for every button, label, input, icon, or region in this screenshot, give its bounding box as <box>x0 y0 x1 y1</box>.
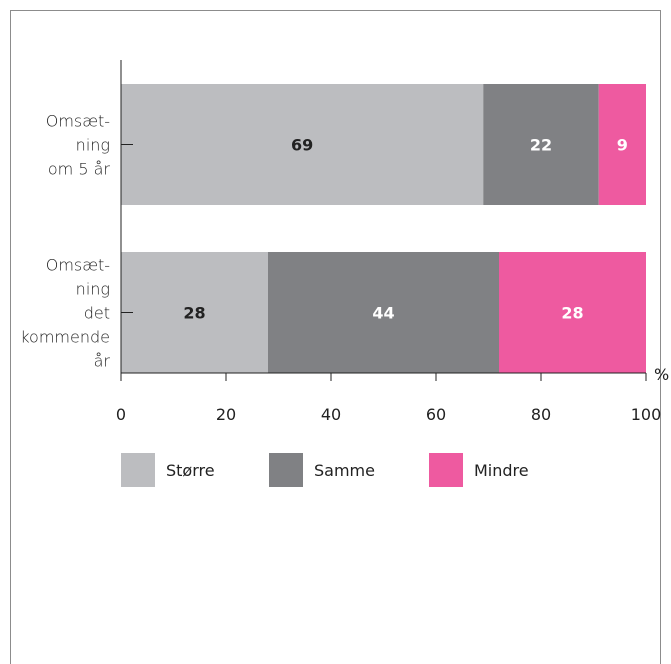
x-tick-label-60: 60 <box>426 405 446 424</box>
chart-frame <box>10 10 661 664</box>
legend-label-mindre: Mindre <box>474 461 529 480</box>
data-label-samme-1: 44 <box>372 304 394 323</box>
data-label-større-1: 28 <box>183 304 205 323</box>
legend-swatch-mindre <box>429 453 463 487</box>
category-label-0: Omsæt-ning om 5 år <box>46 112 111 179</box>
category-label-line: det <box>84 304 110 323</box>
bar-større-1 <box>121 252 268 373</box>
legend-label-større: Større <box>166 461 215 480</box>
x-axis-unit: % <box>654 365 669 384</box>
data-label-mindre-0: 9 <box>617 136 628 155</box>
bar-større-0 <box>121 84 484 205</box>
category-label-1: Omsæt-ning det kommende år <box>20 256 110 371</box>
bar-mindre-0 <box>598 84 646 205</box>
data-label-større-0: 69 <box>291 136 313 155</box>
category-label-line: ning <box>76 136 110 155</box>
x-tick-label-100: 100 <box>631 405 662 424</box>
data-label-mindre-1: 28 <box>561 304 583 323</box>
bar-mindre-1 <box>499 252 646 373</box>
legend-label-samme: Samme <box>314 461 375 480</box>
legend-swatch-større <box>121 453 155 487</box>
x-tick-label-20: 20 <box>216 405 236 424</box>
x-tick-label-80: 80 <box>531 405 551 424</box>
x-tick-label-0: 0 <box>116 405 126 424</box>
category-label-line: kommende <box>20 328 110 347</box>
category-label-line: år <box>94 352 111 371</box>
x-tick-label-40: 40 <box>321 405 341 424</box>
data-label-samme-0: 22 <box>530 136 552 155</box>
bar-samme-1 <box>268 252 499 373</box>
legend-swatch-samme <box>269 453 303 487</box>
category-label-line: Omsæt- <box>46 256 110 275</box>
category-label-line: Omsæt- <box>46 112 110 131</box>
category-label-line: om 5 år <box>48 160 111 179</box>
category-label-line: ning <box>76 280 110 299</box>
bar-samme-0 <box>483 84 599 205</box>
